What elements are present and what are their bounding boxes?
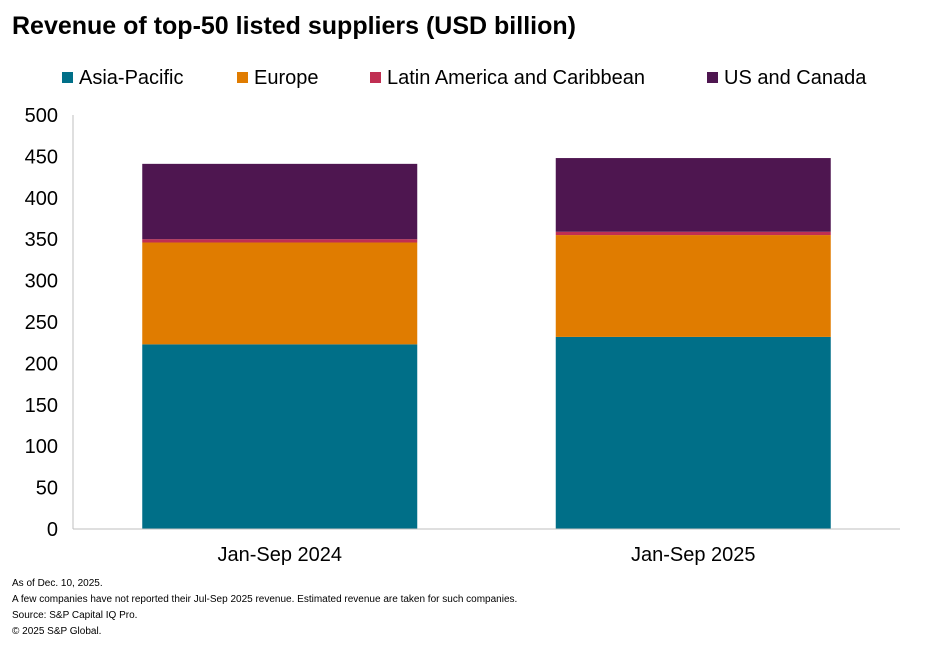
legend-swatch xyxy=(237,72,248,83)
legend-item-us-and-canada: US and Canada xyxy=(707,67,867,89)
legend: Asia-Pacific Europe Latin America and Cari… xyxy=(62,67,867,89)
y-tick-label: 200 xyxy=(25,353,58,375)
legend-label: Europe xyxy=(254,67,319,89)
bar-segment-latin-america-and-caribbean xyxy=(142,239,418,243)
bar-segment-europe xyxy=(142,242,418,345)
legend-item-europe: Europe xyxy=(237,67,319,89)
y-tick-label: 0 xyxy=(47,519,58,541)
bars xyxy=(142,158,831,529)
legend-label: Latin America and Caribbean xyxy=(387,67,645,89)
stacked-bar-chart: Asia-Pacific Europe Latin America and Cari… xyxy=(25,67,900,566)
legend-swatch xyxy=(62,72,73,83)
y-tick-label: 100 xyxy=(25,436,58,458)
bar-segment-us-and-canada xyxy=(142,163,418,240)
y-tick-label: 250 xyxy=(25,312,58,334)
y-tick-label: 400 xyxy=(25,188,58,210)
legend-swatch xyxy=(707,72,718,83)
y-tick-label: 350 xyxy=(25,229,58,251)
y-tick-label: 50 xyxy=(36,478,58,500)
legend-item-asia-pacific: Asia-Pacific xyxy=(62,67,183,89)
y-tick-label: 150 xyxy=(25,395,58,417)
bar-segment-asia-pacific xyxy=(555,336,831,529)
bar-segment-europe xyxy=(555,235,831,337)
chart-title: Revenue of top-50 listed suppliers (USD … xyxy=(12,12,576,40)
y-tick-label: 500 xyxy=(25,105,58,127)
bar-segment-latin-america-and-caribbean xyxy=(555,231,831,236)
legend-label: US and Canada xyxy=(724,67,867,89)
bar-stack-jan-sep-2024 xyxy=(142,163,418,529)
note-copyright: © 2025 S&P Global. xyxy=(12,626,102,637)
y-axis: 0 50 100 150 200 250 300 350 400 450 500 xyxy=(25,105,74,541)
note-source: Source: S&P Capital IQ Pro. xyxy=(12,610,138,621)
note-estimates: A few companies have not reported their … xyxy=(12,594,518,605)
bar-stack-jan-sep-2025 xyxy=(555,158,831,529)
legend-item-latin-america-and-caribbean: Latin America and Caribbean xyxy=(370,67,645,89)
x-axis: Jan-Sep 2024 Jan-Sep 2025 xyxy=(73,528,900,566)
bar-segment-us-and-canada xyxy=(555,158,831,232)
legend-swatch xyxy=(370,72,381,83)
legend-label: Asia-Pacific xyxy=(79,67,183,89)
x-tick-label: Jan-Sep 2025 xyxy=(631,544,756,566)
chart-notes: As of Dec. 10, 2025. A few companies hav… xyxy=(12,576,517,640)
x-tick-label: Jan-Sep 2024 xyxy=(217,544,342,566)
y-tick-label: 300 xyxy=(25,271,58,293)
note-as-of: As of Dec. 10, 2025. xyxy=(12,578,103,589)
y-tick-label: 450 xyxy=(25,146,58,168)
bar-segment-asia-pacific xyxy=(142,344,418,529)
